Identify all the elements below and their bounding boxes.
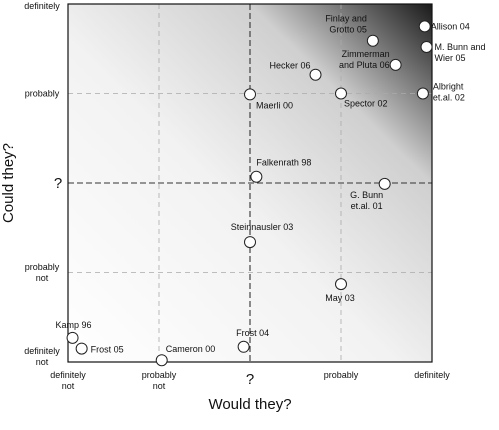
data-point-label: Maerli 00 — [256, 100, 293, 110]
data-point-marker — [250, 170, 263, 183]
x-tick-label: definitely — [414, 370, 450, 380]
data-point-label: May 03 — [325, 293, 355, 303]
y-axis-tick-labels: definitely not probably not? probably definit… — [24, 1, 62, 367]
data-point-label: Frost 05 — [91, 345, 124, 355]
data-point-marker — [389, 58, 402, 71]
x-tick-label: definitely not — [50, 370, 86, 391]
data-point-marker — [66, 331, 79, 344]
x-tick-label: ? — [246, 371, 254, 388]
data-point-marker — [309, 68, 322, 81]
data-point-marker — [335, 278, 347, 291]
data-point-marker — [416, 87, 429, 100]
data-point-marker — [378, 177, 391, 190]
data-point-label: Finlay and Grotto 05 — [325, 14, 367, 35]
data-point-label: Cameron 00 — [166, 344, 216, 354]
y-tick-label: ? — [54, 175, 62, 192]
x-tick-label: probably not — [142, 370, 177, 391]
y-tick-label: probably not — [25, 262, 60, 283]
x-axis-title: Would they? — [208, 396, 291, 413]
data-point-label: Zimmerman and Pluta 06 — [339, 49, 390, 70]
x-axis-tick-labels: definitely not probably not? probably definit… — [50, 370, 450, 391]
data-point-label: Kamp 96 — [56, 320, 92, 330]
data-point-label: Albright et.al. 02 — [433, 82, 465, 103]
data-points: Allison 04 M. Bunn and Wier 05 Finlay and Gr… — [56, 14, 486, 367]
data-point-marker — [335, 87, 347, 100]
data-point-marker — [366, 34, 379, 47]
data-point-marker — [75, 342, 88, 355]
data-point-label: Hecker 06 — [269, 61, 310, 71]
data-point-label: Spector 02 — [344, 99, 388, 109]
data-point-label: Falkenrath 98 — [256, 158, 311, 168]
data-point-label: Allison 04 — [431, 21, 470, 31]
data-point-marker — [418, 20, 431, 33]
data-point-label: Steinnausler 03 — [231, 222, 294, 232]
y-axis-title: Could they? — [0, 143, 17, 223]
y-tick-label: definitely — [24, 1, 60, 11]
x-tick-label: probably — [324, 370, 359, 380]
data-point-marker — [244, 236, 256, 249]
data-point-marker — [237, 340, 250, 353]
data-point-label: G. Bunn et.al. 01 — [350, 190, 383, 211]
y-tick-label: probably — [25, 89, 60, 99]
data-point-label: Frost 04 — [236, 328, 269, 338]
data-point-marker — [420, 40, 433, 53]
data-point-marker — [244, 88, 256, 101]
y-tick-label: definitely not — [24, 346, 60, 367]
data-point-marker — [155, 354, 168, 367]
plot-frame — [67, 3, 433, 363]
data-point-label: M. Bunn and Wier 05 — [435, 42, 486, 63]
